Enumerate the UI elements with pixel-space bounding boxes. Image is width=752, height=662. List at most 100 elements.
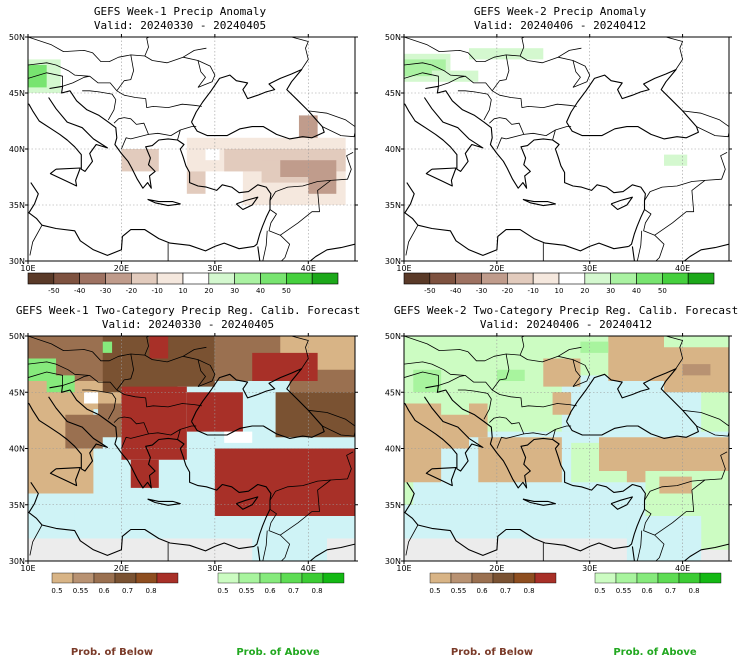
field-cell (496, 369, 525, 381)
colorbar-swatch (403, 272, 431, 285)
colorbar-swatch (93, 572, 116, 584)
coastline (235, 196, 259, 211)
y-tick-label: 40N (385, 145, 401, 154)
y-tick-label: 50N (385, 33, 401, 42)
colorbar-swatch (217, 572, 240, 584)
colorbar-tick-label: 0.55 (239, 587, 255, 595)
colorbar-swatch (114, 572, 137, 584)
field-cell (280, 160, 337, 177)
colorbar-swatch (208, 272, 235, 285)
colorbar-tick-label: 0.6 (264, 587, 276, 595)
coastline (610, 196, 633, 211)
colorbar-tick-label: 0.8 (146, 587, 157, 595)
colorbar-tick-label: 20 (580, 287, 589, 295)
coastline (28, 481, 255, 556)
legend-prob-below-left: Prob. of Below (71, 647, 153, 658)
colorbar-swatch (678, 572, 701, 584)
colorbar-swatch (429, 272, 456, 285)
map-plot-area (404, 336, 729, 561)
colorbar-tick-label: 0.7 (122, 587, 133, 595)
coastline (684, 543, 729, 561)
colorbar-tick-label: -20 (502, 287, 513, 295)
coastline (425, 167, 457, 187)
country-border (92, 351, 206, 387)
country-border (291, 37, 309, 71)
coastline (404, 182, 629, 256)
country-border (82, 389, 117, 420)
colorbar-swatch (450, 572, 473, 584)
colorbar-swatch (234, 272, 261, 285)
country-border (405, 225, 419, 256)
field-cell (224, 431, 253, 443)
field-cell (478, 437, 562, 483)
colorbar-tick-label: 40 (632, 287, 641, 295)
country-border (404, 336, 469, 353)
colorbar-tick-label: 10 (179, 287, 188, 295)
y-tick-label: 45N (9, 388, 25, 397)
country-border (28, 336, 93, 353)
country-border (182, 47, 207, 58)
colorbar-swatch (131, 272, 158, 285)
coastline (49, 85, 272, 247)
country-border (557, 346, 582, 357)
colorbar-swatch (471, 572, 494, 584)
y-tick-label: 40N (385, 445, 401, 454)
colorbar-swatch (610, 272, 637, 285)
y-tick-label: 35N (9, 201, 25, 210)
colorbar-tick-label: 0.55 (451, 587, 467, 595)
coastline (191, 68, 325, 140)
colorbar-tick-label: -10 (151, 287, 162, 295)
colorbar-swatch (636, 272, 663, 285)
country-border (29, 225, 43, 256)
colorbar-tick-label: 50 (658, 287, 667, 295)
colorbar-swatch (513, 572, 536, 584)
country-border (557, 47, 582, 58)
panel-week1-anomaly: GEFS Week-1 Precip Anomaly Valid: 202403… (9, 5, 358, 295)
colorbar-swatch (429, 572, 452, 584)
country-border (552, 429, 556, 440)
country-border (523, 126, 572, 136)
country-border (467, 351, 581, 387)
country-border (177, 129, 181, 141)
country-border (491, 353, 510, 391)
colorbar-tick-label: 0.5 (51, 587, 62, 595)
field-cell (130, 459, 159, 488)
field-cell (580, 341, 609, 353)
x-tick-label: 10E (20, 564, 35, 573)
colorbar-swatch (311, 272, 339, 285)
country-border (28, 62, 89, 77)
field-cell (28, 65, 47, 88)
map-plot-area (28, 37, 355, 261)
colorbar-tick-label: 0.8 (524, 587, 535, 595)
field-cell (298, 115, 318, 138)
legend-prob-below-right: Prob. of Below (451, 647, 533, 658)
country-border (682, 409, 729, 427)
x-tick-label: 40E (301, 264, 316, 273)
coastline (49, 167, 81, 187)
country-border (438, 375, 577, 408)
colorbar-tick-label: 0.8 (312, 587, 323, 595)
field-cell (441, 414, 469, 449)
colorbar-swatch (481, 272, 508, 285)
colorbar-tick-label: 0.5 (594, 587, 605, 595)
panel-week2-anomaly: GEFS Week-2 Precip Anomaly Valid: 202404… (385, 5, 732, 295)
x-tick-label: 10E (396, 264, 411, 273)
country-border (519, 336, 526, 356)
colorbar-swatch (79, 272, 106, 285)
coastline (309, 543, 355, 561)
country-border (308, 409, 355, 427)
colorbar-swatch (301, 572, 324, 584)
colorbar-tick-label: 0.55 (73, 587, 89, 595)
y-tick-label: 35N (385, 201, 401, 210)
colorbar-tick-label: 0.6 (476, 587, 488, 595)
country-border (523, 425, 572, 436)
coastline (49, 384, 272, 547)
x-tick-label: 20E (489, 264, 504, 273)
colorbar-swatch (594, 572, 617, 584)
y-tick-label: 45N (385, 388, 401, 397)
y-tick-label: 35N (385, 501, 401, 510)
coastline (191, 368, 325, 439)
legend-prob-above-right: Prob. of Above (613, 647, 697, 658)
country-border (308, 110, 355, 127)
